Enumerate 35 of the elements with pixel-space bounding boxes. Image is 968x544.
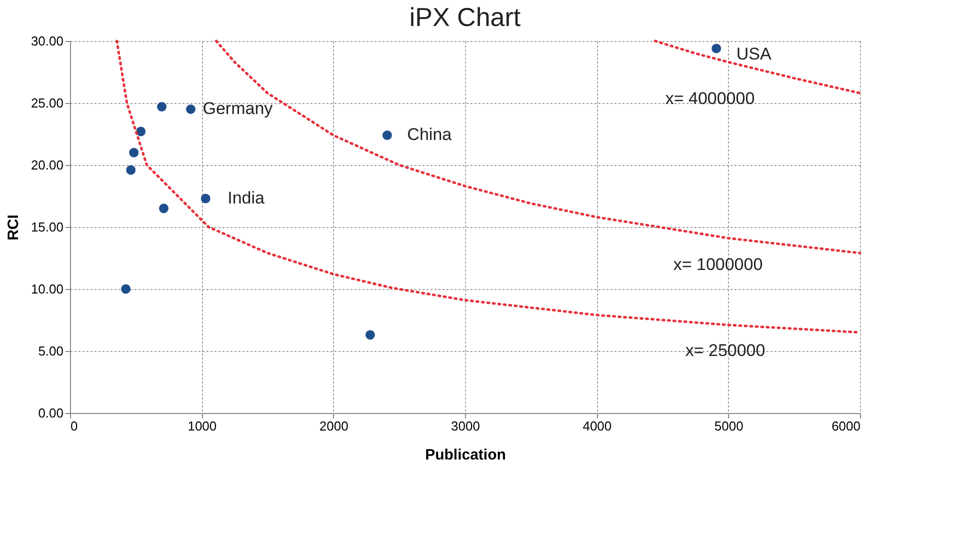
- annotation: x= 250000: [685, 340, 766, 360]
- annotation: x= 1000000: [673, 255, 763, 274]
- point: [159, 204, 168, 214]
- y-tick-label: 30.00: [30, 34, 64, 48]
- annotation: India: [228, 188, 266, 208]
- x-tick-label: 1000: [188, 418, 217, 434]
- point: [129, 148, 139, 158]
- point: [186, 104, 196, 114]
- point: [121, 284, 131, 294]
- point: [136, 126, 146, 136]
- point: [365, 330, 375, 340]
- x-tick-label: 0: [70, 418, 78, 434]
- point: [712, 44, 722, 54]
- x-axis-title: Publication: [425, 446, 506, 464]
- point: [382, 130, 392, 140]
- y-tick-label: 5.00: [38, 344, 64, 358]
- point: [157, 102, 167, 112]
- y-axis-title: RCI: [4, 214, 22, 240]
- y-tick-label: 0.00: [38, 406, 64, 420]
- annotation: Germany: [202, 99, 274, 118]
- x-tick-label: 4000: [582, 418, 612, 434]
- annotation: x= 4000000: [665, 89, 755, 108]
- x-tick-label: 3000: [451, 418, 480, 434]
- x-tick-label: 2000: [319, 418, 348, 434]
- x-tick-label: 6000: [832, 418, 860, 434]
- y-tick-label: 15.00: [30, 220, 64, 234]
- chart-title: iPX Chart: [409, 2, 522, 32]
- x-tick-label: 5000: [714, 418, 744, 434]
- y-tick-label: 25.00: [30, 96, 64, 110]
- point: [200, 194, 210, 204]
- annotation: USA: [736, 44, 772, 64]
- annotation: China: [407, 125, 452, 144]
- y-tick-label: 20.00: [30, 158, 64, 172]
- y-tick-label: 10.00: [30, 282, 64, 296]
- point: [126, 165, 136, 175]
